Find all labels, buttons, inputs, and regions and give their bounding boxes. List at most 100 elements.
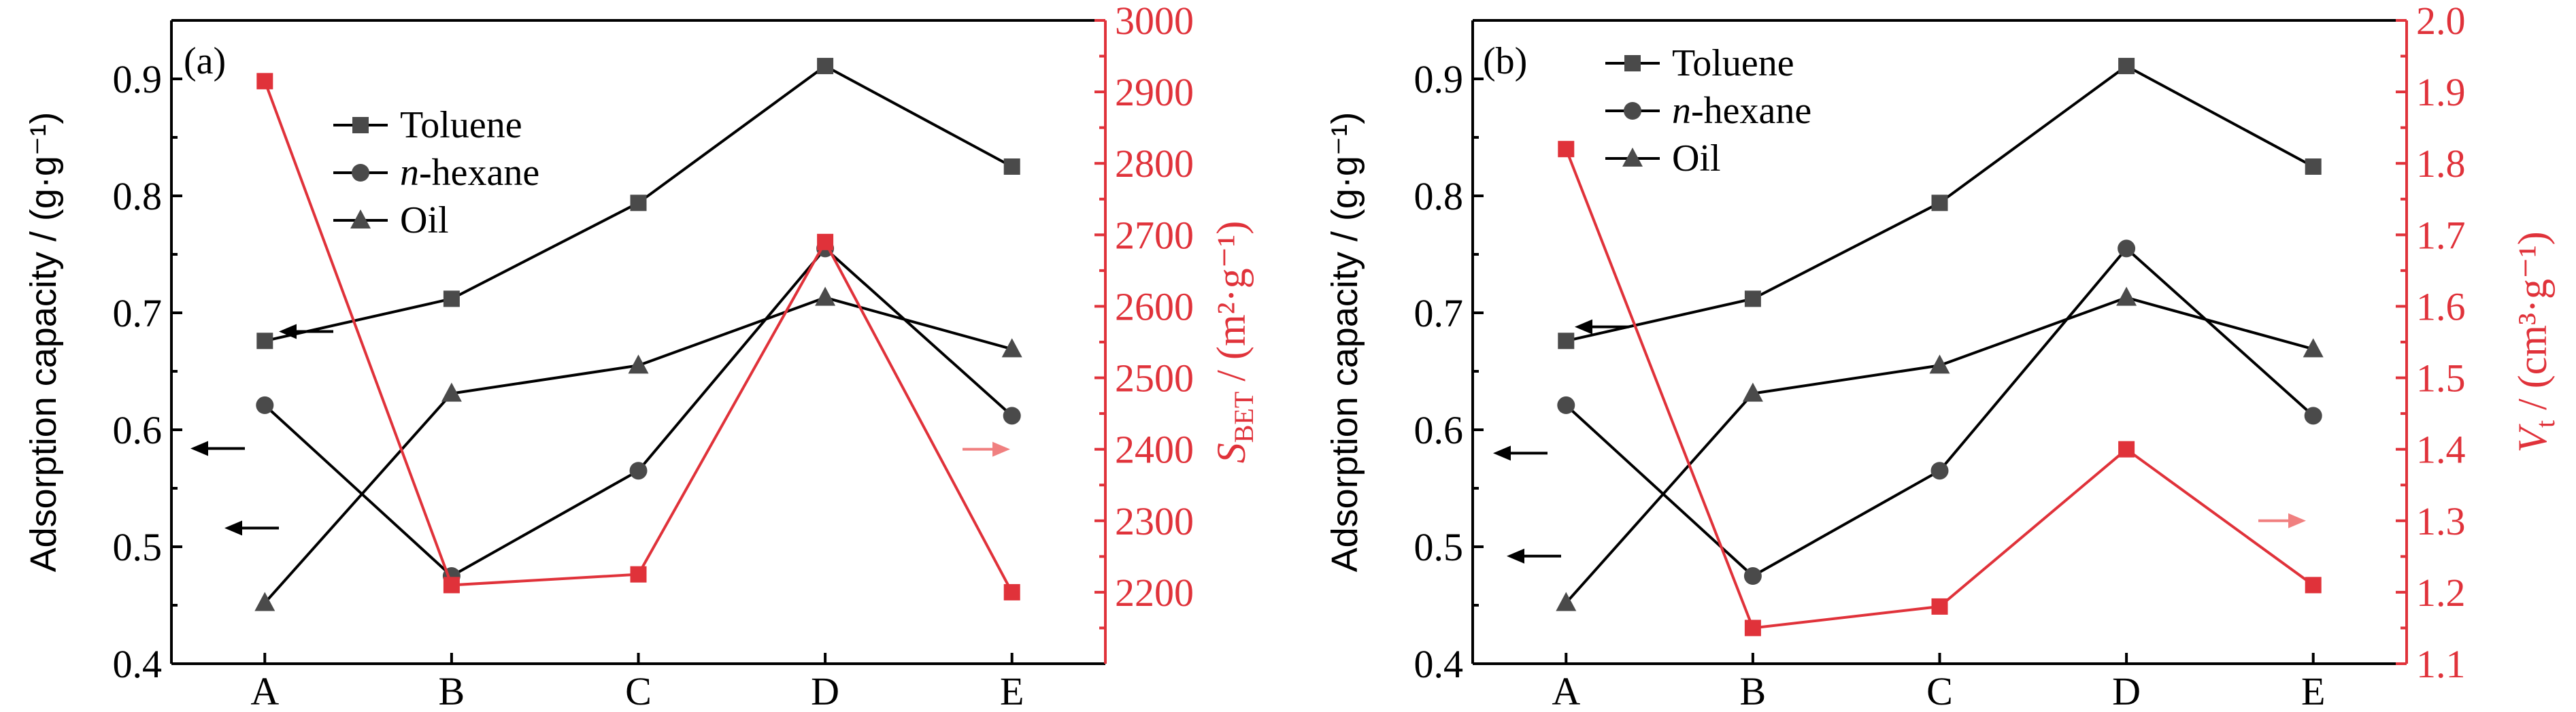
data-point-square [1744, 620, 1761, 637]
y-tick-label: 0.9 [113, 57, 163, 101]
data-point-circle [2118, 239, 2136, 258]
data-point-square [630, 566, 647, 583]
data-point-square [352, 117, 369, 133]
left-axis-arrowhead [224, 520, 242, 536]
data-point-square [817, 233, 834, 250]
y-tick-label: 0.5 [113, 525, 163, 569]
y2-tick-label: 1.8 [2416, 141, 2466, 186]
x-tick-label: D [811, 669, 839, 712]
y2-tick-label: 2300 [1115, 499, 1194, 543]
data-point-triangle [815, 286, 836, 306]
y-tick-label: 0.6 [113, 408, 163, 452]
data-point-triangle [1929, 354, 1950, 374]
data-point-square [1744, 290, 1761, 307]
data-point-triangle [441, 382, 462, 402]
data-point-circle [352, 164, 369, 182]
y2-tick-label: 1.9 [2416, 70, 2466, 114]
data-point-square [1624, 55, 1641, 71]
data-point-square [1558, 333, 1575, 350]
legend: Toluene n-hexane Oil [1605, 42, 1811, 180]
data-point-triangle [350, 209, 371, 228]
x-tick-label: D [2112, 669, 2141, 712]
data-point-circle [1624, 102, 1641, 120]
data-point-triangle [2116, 286, 2137, 306]
y2-tick-label: 2600 [1115, 284, 1194, 328]
y-tick-label: 0.8 [113, 174, 163, 218]
data-point-square [2305, 158, 2322, 175]
data-point-square [256, 333, 273, 350]
series-line [263, 246, 1014, 578]
y-tick-label: 0.6 [1414, 408, 1464, 452]
data-point-circle [2304, 407, 2322, 425]
y-tick-label: 0.7 [1414, 291, 1464, 335]
x-tick-label: C [1926, 669, 1953, 712]
y2-tick-label: 2900 [1115, 70, 1194, 114]
x-tick-label: E [1000, 669, 1024, 712]
chart-panel-0: A B C D E 0.4 0.5 0.6 0.7 0.8 0.9 2200 2300 2400 2500 2… [23, 0, 1259, 712]
data-point-square [1931, 194, 1948, 211]
series-3 [256, 73, 1020, 600]
data-point-circle [1743, 567, 1762, 585]
panel-label: (b) [1483, 40, 1527, 82]
left-axis-arrowhead [1575, 319, 1592, 335]
data-point-triangle [628, 354, 649, 374]
data-point-square [443, 577, 460, 594]
x-tick-label: B [1740, 669, 1767, 712]
series-0 [256, 58, 1020, 350]
data-point-square [817, 58, 834, 75]
y2-label-rest: / (m²·g⁻¹) [1209, 221, 1254, 392]
left-axis-arrowhead [279, 324, 297, 339]
y-tick-label: 0.5 [1414, 525, 1464, 569]
data-point-triangle [254, 592, 275, 611]
data-point-square [256, 73, 273, 90]
y2-tick-label: 1.1 [2416, 642, 2466, 686]
y2-tick-label: 2400 [1115, 428, 1194, 472]
series-1 [1557, 239, 2322, 585]
y-tick-label: 0.9 [1414, 57, 1464, 101]
y-tick-label: 0.4 [113, 642, 163, 686]
x-tick-label: A [250, 669, 279, 712]
legend: Toluene n-hexane Oil [333, 104, 539, 241]
left-axis-arrowhead [1493, 445, 1511, 461]
y-axis-label: Adsorption capacity / (g·g⁻¹) [23, 112, 64, 573]
panel-label: (a) [184, 40, 226, 82]
y2-axis-label: Vt / (cm³·g⁻¹) [2510, 231, 2560, 452]
y-tick-label: 0.8 [1414, 174, 1464, 218]
data-point-circle [629, 462, 648, 480]
y2-tick-label: 1.2 [2416, 571, 2466, 615]
data-point-triangle [1556, 592, 1577, 611]
y2-label-sub: t [2530, 420, 2560, 428]
data-point-triangle [1001, 338, 1022, 358]
data-point-square [2118, 441, 2135, 458]
x-tick-label: C [625, 669, 652, 712]
series-line [1565, 246, 2315, 578]
x-tick-label: B [439, 669, 465, 712]
y2-label-main: V [2510, 424, 2555, 453]
y-tick-label: 0.4 [1414, 642, 1464, 686]
y-axis-label: Adsorption capacity / (g·g⁻¹) [1324, 112, 1365, 573]
legend-label: n-hexane [400, 152, 539, 194]
y2-tick-label: 1.4 [2416, 428, 2466, 472]
series-line [263, 80, 1014, 593]
data-point-square [2118, 58, 2135, 75]
data-point-square [443, 290, 460, 307]
data-point-circle [256, 396, 274, 414]
series-2 [254, 286, 1022, 611]
series-0 [1558, 58, 2322, 350]
right-axis-arrowhead [2288, 513, 2306, 528]
y2-tick-label: 2500 [1115, 356, 1194, 401]
legend-label: Toluene [1672, 42, 1794, 84]
y2-tick-label: 1.3 [2416, 499, 2466, 543]
legend-label: Oil [1672, 137, 1721, 180]
legend-label: n-hexane [1672, 90, 1811, 132]
data-point-square [1558, 141, 1575, 158]
series-line [1565, 296, 2314, 604]
data-point-triangle [2303, 338, 2324, 358]
series-3 [1558, 141, 2322, 637]
y2-tick-label: 2200 [1115, 571, 1194, 615]
y2-tick-label: 3000 [1115, 0, 1194, 43]
data-point-square [1931, 598, 1948, 615]
legend-label: Oil [400, 199, 449, 241]
y2-tick-label: 1.7 [2416, 213, 2466, 257]
